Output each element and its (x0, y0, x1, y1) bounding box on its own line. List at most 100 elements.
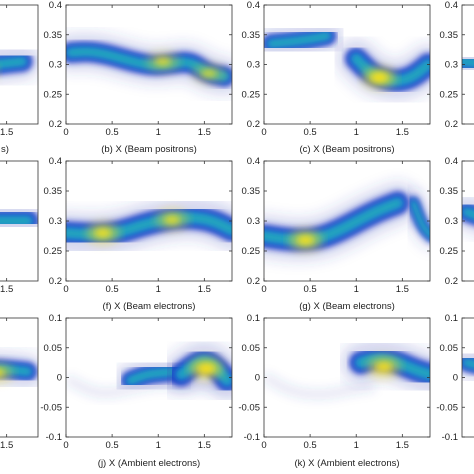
y-tick-label: -0.1 (46, 432, 62, 443)
x-tick-label: 0.5 (106, 284, 119, 295)
y-tick-label: 0.35 (242, 30, 261, 41)
x-tick-label: 0 (261, 440, 266, 451)
y-tick-label: 0.05 (440, 343, 459, 354)
panel-c: 0.2 0.25 0.3 0.35 0.4 0 0.5 1 1.5(c) X (Beam pos… (242, 0, 431, 155)
plot-area-c (264, 18, 430, 101)
density-peak-core (372, 73, 387, 82)
panel-i: 1.5 (0, 317, 39, 451)
y-tick-label: 0.25 (242, 246, 261, 257)
y-tick-label: 0 (255, 373, 260, 384)
x-tick-label: 0 (63, 440, 68, 451)
axes-box (0, 4, 39, 125)
panel-a: 1.5 s) (0, 4, 39, 155)
panel-h: 0.2 0.25 0.3 0.35 0.4 (440, 156, 474, 287)
x-tick-label: 0.5 (106, 440, 119, 451)
panel-caption-a: s) (1, 144, 9, 155)
y-tick-label: 0.25 (440, 246, 459, 257)
axes-box (0, 160, 39, 282)
panel-b: 0.2 0.25 0.3 0.35 0.4 0 0.5 1 1.5(b) X (Beam pos… (44, 0, 233, 155)
y-tick-label: 0.2 (445, 276, 458, 287)
plot-area-b (66, 33, 232, 95)
y-tick-label: -0.05 (40, 402, 62, 413)
x-tick-label: 1.5 (396, 440, 409, 451)
plot-area-k (264, 338, 430, 400)
y-tick-label: 0.35 (242, 186, 261, 197)
band-center (411, 201, 430, 237)
plot-area-g (264, 182, 430, 261)
y-tick-label: 0.3 (247, 60, 260, 71)
y-tick-label: 0.4 (247, 0, 260, 11)
panel-caption-k: (k) X (Ambient electrons) (294, 458, 399, 469)
y-tick-label: -0.05 (238, 402, 260, 413)
plot-area-a (0, 43, 38, 83)
panel-k: -0.1 -0.05 0 0.05 0.1 0 0.5 1 1.5 (k) X (Ambient … (238, 313, 431, 469)
y-tick-label: -0.1 (442, 432, 458, 443)
y-tick-label: 0.05 (242, 343, 261, 354)
density-peak-core (298, 235, 313, 245)
x-tick-label: 1.5 (396, 127, 409, 138)
x-tick-label: 1.5 (198, 440, 211, 451)
y-tick-label: 0.3 (49, 216, 62, 227)
y-tick-label: 0.1 (247, 313, 260, 324)
x-tick-label: 1.5 (0, 127, 13, 138)
y-tick-label: 0.2 (49, 276, 62, 287)
plot-area-e (0, 201, 38, 241)
plot-area-j (66, 340, 232, 401)
density-peak-core (0, 369, 4, 376)
y-tick-label: 0.2 (445, 119, 458, 130)
y-tick-label: 0.4 (445, 0, 458, 11)
x-tick-label: 0.5 (304, 440, 317, 451)
density-peak (0, 364, 13, 381)
x-tick-label: 1 (156, 440, 161, 451)
x-tick-label: 1 (156, 127, 161, 138)
y-tick-label: 0.1 (445, 313, 458, 324)
x-tick-label: 0 (261, 284, 266, 295)
y-tick-label: 0.4 (247, 156, 260, 167)
y-tick-label: 0.35 (44, 30, 63, 41)
y-tick-label: 0.2 (247, 119, 260, 130)
y-tick-label: 0.05 (44, 343, 63, 354)
x-tick-label: 0 (261, 127, 266, 138)
panel-caption-c: (c) X (Beam positrons) (299, 144, 394, 155)
band-center (462, 59, 474, 66)
density-peak-core (201, 69, 216, 78)
y-tick-label: 0.3 (445, 60, 458, 71)
x-tick-label: 1 (156, 284, 161, 295)
y-tick-label: 0.35 (440, 186, 459, 197)
x-tick-label: 1.5 (396, 284, 409, 295)
x-tick-label: 1.5 (198, 284, 211, 295)
density-peak-core (155, 57, 170, 66)
y-tick-label: 0.25 (242, 89, 261, 100)
plot-area-l (462, 346, 474, 381)
y-tick-label: 0.3 (49, 60, 62, 71)
band-center (264, 200, 401, 243)
panel-f: 0.2 0.25 0.3 0.35 0.4 0 0.5 1 1.5(f) X (Beam ele… (44, 156, 233, 312)
x-tick-label: 1 (354, 284, 359, 295)
y-tick-label: 0.2 (247, 276, 260, 287)
panel-caption-b: (b) X (Beam positrons) (101, 144, 197, 155)
x-tick-label: 0.5 (304, 284, 317, 295)
density-peak-core (95, 228, 110, 238)
x-tick-label: 0.5 (106, 127, 119, 138)
y-tick-label: 0.4 (49, 0, 62, 11)
panel-caption-f: (f) X (Beam electrons) (103, 301, 196, 312)
y-tick-label: 0.25 (440, 89, 459, 100)
plot-area-i (0, 352, 38, 389)
plot-area-h (462, 194, 474, 233)
panel-caption-g: (g) X (Beam electrons) (299, 301, 395, 312)
band-center (269, 33, 329, 46)
y-tick-label: 0.4 (49, 156, 62, 167)
y-tick-label: 0.1 (49, 313, 62, 324)
y-tick-label: -0.1 (244, 432, 260, 443)
panel-d: 0.2 0.25 0.3 0.35 0.4 (440, 0, 474, 130)
plot-area-d (462, 44, 474, 80)
x-tick-label: 0 (63, 284, 68, 295)
y-tick-label: 0.3 (247, 216, 260, 227)
y-tick-label: 0.25 (44, 89, 63, 100)
x-tick-label: 1 (354, 440, 359, 451)
y-tick-label: 0.4 (445, 156, 458, 167)
y-tick-label: 0.35 (440, 30, 459, 41)
y-tick-label: 0 (453, 373, 458, 384)
y-tick-label: 0.3 (445, 216, 458, 227)
